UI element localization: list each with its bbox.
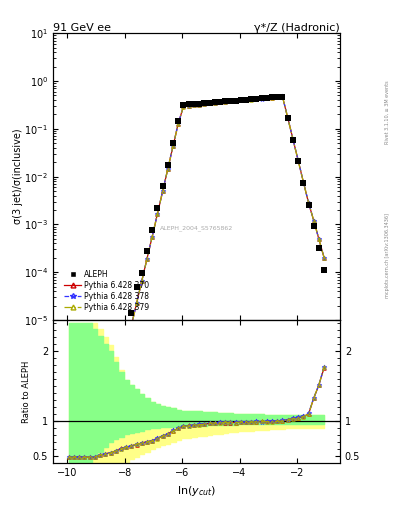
Point (128, 309, 134, 317)
Point (191, 100, 197, 108)
Point (112, 377, 119, 386)
Point (165, 160, 171, 168)
Point (144, 247, 150, 255)
Text: γ*/Z (Hadronic): γ*/Z (Hadronic) (254, 23, 340, 32)
Point (175, 117, 182, 125)
Point (211, 98, 218, 106)
Point (290, 136, 296, 144)
Point (253, 95, 259, 103)
Point (196, 99, 202, 108)
Point (160, 182, 166, 190)
Point (185, 100, 192, 109)
Point (102, 414, 108, 422)
Point (259, 94, 265, 102)
Text: 91 GeV ee: 91 GeV ee (53, 23, 111, 32)
Point (97, 441, 103, 450)
Point (305, 201, 312, 209)
Point (206, 99, 213, 107)
Text: ALEPH_2004_S5765862: ALEPH_2004_S5765862 (160, 225, 233, 231)
Point (149, 226, 155, 234)
Legend: ALEPH, Pythia 6.428 370, Pythia 6.428 378, Pythia 6.428 379: ALEPH, Pythia 6.428 370, Pythia 6.428 37… (62, 268, 151, 313)
Point (264, 94, 270, 102)
Point (107, 391, 114, 399)
Point (321, 266, 327, 274)
Point (123, 332, 129, 340)
Point (154, 204, 161, 212)
Point (118, 350, 124, 358)
Text: Rivet 3.1.10, ≥ 3M events: Rivet 3.1.10, ≥ 3M events (385, 81, 390, 144)
Point (243, 96, 249, 104)
Point (180, 101, 187, 109)
Point (170, 139, 176, 147)
Point (310, 222, 317, 230)
Point (227, 97, 233, 105)
Point (81, 505, 88, 512)
Point (86, 485, 93, 494)
Text: mcplots.cern.ch [arXiv:1306.3436]: mcplots.cern.ch [arXiv:1306.3436] (385, 214, 390, 298)
Point (238, 96, 244, 104)
Point (279, 93, 286, 101)
Point (232, 96, 239, 104)
X-axis label: ln($y_{cut}$): ln($y_{cut}$) (177, 484, 216, 498)
Point (285, 114, 291, 122)
Y-axis label: σ(3 jet)/σ(inclusive): σ(3 jet)/σ(inclusive) (13, 129, 23, 224)
Point (269, 93, 275, 101)
Point (295, 157, 301, 165)
Point (217, 98, 223, 106)
Point (316, 244, 322, 252)
Point (139, 269, 145, 277)
Point (300, 179, 307, 187)
Point (134, 283, 140, 291)
Point (274, 93, 281, 101)
Point (92, 460, 98, 468)
Point (201, 99, 208, 107)
Point (222, 97, 228, 105)
Y-axis label: Ratio to ALEPH: Ratio to ALEPH (22, 360, 31, 423)
Point (248, 95, 254, 103)
